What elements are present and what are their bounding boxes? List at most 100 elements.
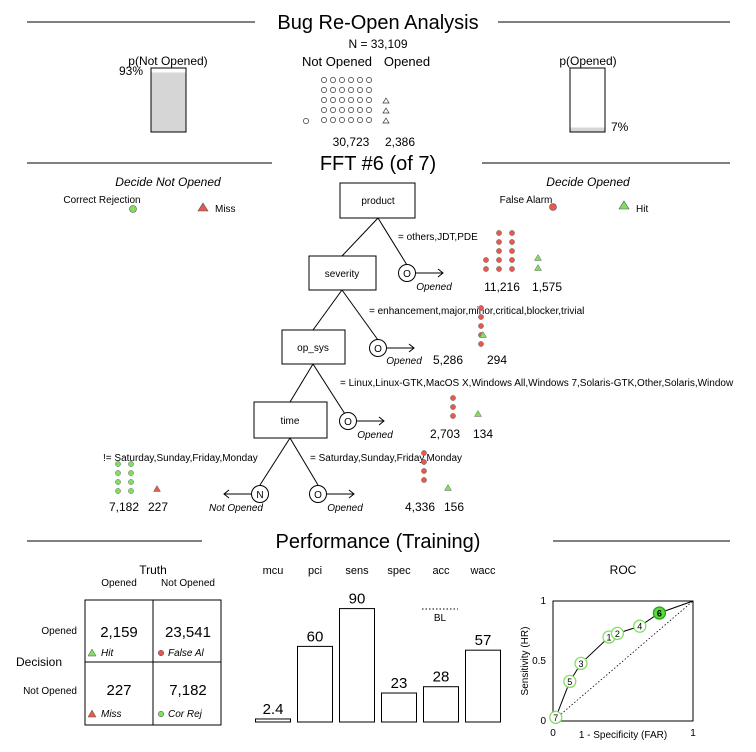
miss-marker [87, 709, 97, 718]
leafnot-green-dot [115, 479, 121, 485]
bar-mcu [255, 718, 291, 723]
p-open-fill [570, 127, 605, 132]
p-not-bar [150, 67, 187, 133]
bar-value-acc: 28 [433, 669, 450, 686]
roc-point-label-3: 3 [578, 659, 583, 669]
p-open-bar [569, 67, 606, 133]
hdr-not-dot [330, 87, 336, 93]
leafnot-red-tri [153, 485, 161, 492]
legend-cr-marker [129, 205, 137, 213]
truth-label: Truth [139, 563, 167, 577]
bar-sens [339, 608, 375, 723]
miss-count: 227 [106, 682, 131, 699]
fa-count: 23,541 [165, 624, 211, 641]
bar-value-mcu: 2.4 [263, 701, 284, 718]
bar-value-pci: 60 [307, 628, 324, 645]
leaf2-green-count: 294 [487, 353, 507, 367]
legend-cr-label: Correct Rejection [63, 195, 140, 206]
hdr-not-dot [348, 77, 354, 83]
leaf4-green-tri [444, 484, 452, 491]
decide-open-heading: Decide Opened [546, 175, 630, 189]
node-product: product [339, 182, 416, 219]
cr-count: 7,182 [169, 682, 207, 699]
leaf1-red-count: 11,216 [484, 280, 520, 294]
hdr-not-dot [321, 117, 327, 123]
exit-4-opened: O Opened [309, 485, 363, 514]
hdr-not-dot [366, 117, 372, 123]
hdr-not-dot [366, 97, 372, 103]
node-op-sys: op_sys [281, 329, 346, 365]
decide-not-heading: Decide Not Opened [115, 175, 221, 189]
cond-not: != Saturday,Sunday,Friday,Monday [103, 453, 258, 464]
p-open-value: 7% [611, 120, 629, 134]
exit-2-symbol: O [374, 344, 382, 355]
exit-1-opened: O Opened [398, 264, 452, 293]
leaf1-red-dot [496, 230, 502, 236]
hdr-not-dot [339, 87, 345, 93]
leaf2-red-count: 5,286 [433, 353, 463, 367]
roc-point-label-4: 4 [637, 622, 642, 632]
hdr-not-dot [357, 107, 363, 113]
hdr-not-dot [366, 87, 372, 93]
node-time-label: time [281, 416, 300, 427]
exit-3-opened: O Opened [339, 412, 393, 441]
node-time: time [253, 401, 328, 439]
hdr-not-dot [357, 117, 363, 123]
leaf1-red-dot [509, 257, 515, 263]
leaf1-red-dot [483, 266, 489, 272]
leafnot-green-dot [115, 470, 121, 476]
decision-opened: Opened [41, 626, 77, 637]
legend-fa-marker [549, 203, 557, 211]
roc-point-2 [610, 626, 625, 641]
truth-opened: Opened [101, 578, 137, 589]
bar-acc [423, 686, 459, 723]
bar-wacc [465, 649, 501, 723]
performance-bars: 2.4 mcu 60 pci 90 sens 23 spec 28 acc 57 wacc [255, 565, 501, 723]
legend-fa-label: False Alarm [500, 195, 553, 206]
hit-count: 2,159 [100, 624, 138, 641]
leaf2-red-dot [478, 314, 484, 320]
hit-label: Hit [101, 648, 114, 659]
roc-point-6 [652, 606, 667, 620]
exit-2-opened: O Opened [369, 339, 422, 367]
exit-4-symbol: O [314, 490, 322, 501]
hdr-not-dot [339, 97, 345, 103]
exit-1-symbol: O [403, 269, 411, 280]
count-opened: 2,386 [385, 135, 415, 149]
hdr-open-tri [382, 117, 390, 124]
leaf2-red-dot [478, 305, 484, 311]
exit-1-label: Opened [416, 282, 452, 293]
exit-3-label: Opened [357, 430, 393, 441]
col-not-opened: Not Opened [302, 54, 372, 69]
leafnot-green-dot [115, 488, 121, 494]
legend-miss-marker [197, 202, 209, 212]
roc-point-5 [563, 674, 577, 689]
hdr-not-dot [330, 77, 336, 83]
leafnot-green-dot [128, 461, 134, 467]
exit-2-label: Opened [386, 356, 422, 367]
hdr-not-dot [330, 107, 336, 113]
hdr-not-dot [348, 117, 354, 123]
bar-label-wacc: wacc [469, 565, 496, 577]
bar-spec [381, 692, 417, 723]
p-not-fill [151, 72, 186, 132]
perf-title: Performance (Training) [276, 531, 481, 553]
leaf4-green-count: 156 [444, 500, 464, 514]
hdr-not-dot [348, 97, 354, 103]
leaf4-red-dot [421, 459, 427, 465]
leaf1-red-dot [496, 266, 502, 272]
p-not-label: p(Not Opened) [128, 54, 207, 68]
cond-2: = enhancement,major,minor,critical,block… [369, 306, 584, 317]
roc-ylabel: Sensitivity (HR) [520, 627, 531, 696]
col-opened: Opened [384, 54, 430, 69]
exit-not-symbol: N [256, 490, 263, 501]
legend-hit-label: Hit [636, 204, 648, 215]
roc-point-label-6: 6 [657, 609, 662, 619]
bar-label-mcu: mcu [263, 565, 284, 577]
leaf3-red-dot [450, 413, 456, 419]
leaf2-red-dot [478, 341, 484, 347]
decision-not-opened: Not Opened [23, 686, 77, 697]
decision-label: Decision [16, 655, 62, 669]
hdr-not-dot [330, 117, 336, 123]
leafnot-red-count: 227 [148, 500, 168, 514]
